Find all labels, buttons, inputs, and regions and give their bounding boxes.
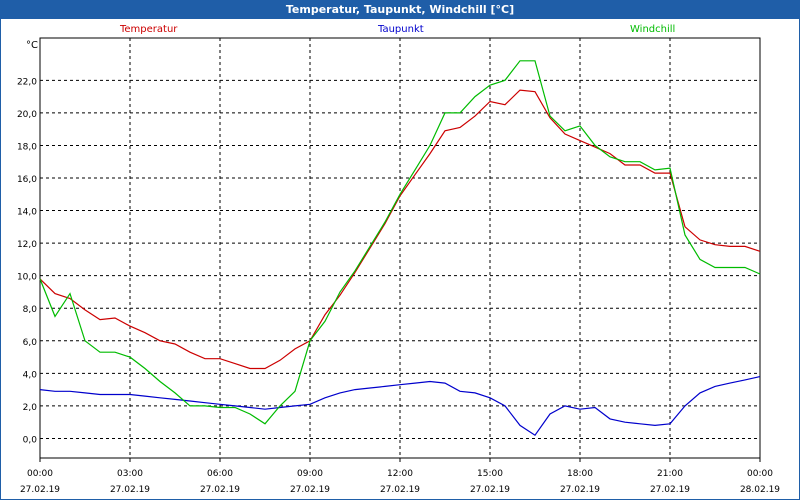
x-tick-time: 00:00	[747, 469, 773, 479]
y-tick-label: 0,0	[23, 435, 38, 445]
x-tick-date: 27.02.19	[470, 485, 510, 495]
y-tick-label: 18,0	[17, 142, 37, 152]
x-tick-date: 27.02.19	[110, 485, 150, 495]
y-tick-label: 14,0	[17, 208, 37, 218]
y-tick-label: 2,0	[23, 403, 38, 413]
y-tick-label: 10,0	[17, 273, 37, 283]
chart-area: 0,0 2,0 4,0 6,0 8,0 10,0 12,0 14,0 16,0 18,0 20,0 2…	[17, 37, 780, 495]
x-tick-date: 27.02.19	[290, 485, 330, 495]
x-tick-time: 15:00	[477, 469, 503, 479]
y-tick-label: 22,0	[17, 77, 37, 87]
x-tick-time: 12:00	[387, 469, 413, 479]
series-line-temperatur	[39, 89, 761, 370]
x-tick-date: 27.02.19	[20, 485, 60, 495]
y-tick-label: 4,0	[23, 370, 38, 380]
x-tick-time: 21:00	[657, 469, 683, 479]
legend-taupunkt: Taupunkt	[378, 24, 424, 35]
chart-title: Temperatur, Taupunkt, Windchill [°C]	[0, 0, 800, 19]
y-tick-label: 16,0	[17, 175, 37, 185]
legend-windchill: Windchill	[630, 24, 676, 35]
y-tick-label: 8,0	[23, 305, 38, 315]
series-line-taupunkt	[39, 376, 761, 437]
x-tick-time: 18:00	[567, 469, 593, 479]
x-tick-date: 27.02.19	[650, 485, 690, 495]
legend-temperatur: Temperatur	[120, 24, 178, 35]
x-tick-time: 00:00	[27, 469, 53, 479]
y-tick-label: 20,0	[17, 110, 37, 120]
x-tick-date: 28.02.19	[740, 485, 780, 495]
y-axis-unit: °C	[26, 40, 38, 51]
y-tick-label: 12,0	[17, 240, 37, 250]
x-tick-date: 27.02.19	[200, 485, 240, 495]
y-tick-label: 6,0	[23, 338, 38, 348]
x-tick-time: 09:00	[297, 469, 323, 479]
x-tick-date: 27.02.19	[380, 485, 420, 495]
series-line-windchill	[39, 60, 761, 425]
x-tick-time: 03:00	[117, 469, 143, 479]
x-tick-time: 06:00	[207, 469, 233, 479]
x-tick-date: 27.02.19	[560, 485, 600, 495]
